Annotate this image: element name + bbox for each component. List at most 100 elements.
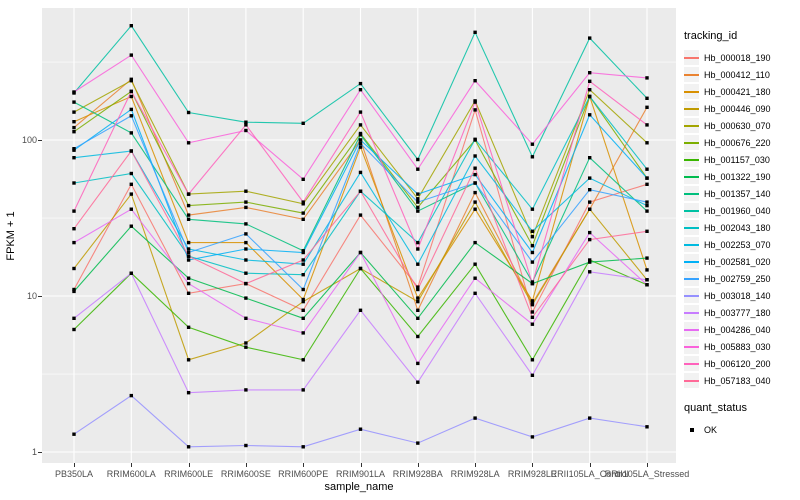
data-point — [186, 110, 191, 115]
data-point — [244, 205, 248, 210]
data-point — [645, 76, 649, 80]
legend-key-line — [684, 261, 699, 263]
legend-key — [684, 322, 699, 337]
y-tick-mark — [38, 296, 42, 297]
legend-label: Hb_057183_040 — [704, 375, 771, 386]
legend-item: Hb_002581_020 — [684, 253, 800, 270]
data-point — [72, 209, 76, 213]
data-point — [186, 258, 191, 262]
data-point — [358, 170, 363, 175]
data-point — [358, 308, 363, 312]
legend-item: Hb_005883_030 — [684, 338, 800, 355]
data-point — [530, 310, 535, 314]
data-point — [244, 258, 248, 262]
data-point — [645, 278, 649, 282]
legend-item: Hb_001157_030 — [684, 151, 800, 168]
data-point — [530, 229, 535, 233]
data-point — [530, 322, 535, 326]
data-point — [530, 303, 535, 307]
data-point — [645, 256, 649, 260]
x-tick-label: RRIM600PE — [278, 469, 329, 479]
data-point — [530, 235, 535, 239]
y-tick-mark — [38, 140, 42, 141]
data-point — [416, 285, 420, 289]
data-point — [530, 299, 535, 303]
data-point — [129, 131, 133, 135]
data-point — [72, 432, 76, 436]
legend-item: Hb_000446_090 — [684, 100, 800, 117]
data-point — [473, 166, 477, 170]
data-point — [301, 273, 305, 277]
data-point — [358, 427, 363, 431]
data-point — [358, 213, 363, 217]
data-point — [416, 296, 420, 300]
data-point — [530, 315, 535, 319]
data-point — [645, 96, 649, 100]
legend-item: Hb_003018_140 — [684, 287, 800, 304]
data-point — [416, 247, 420, 251]
data-point — [473, 190, 477, 195]
data-point — [244, 271, 248, 275]
legend-key-line — [684, 295, 699, 297]
data-point — [416, 287, 420, 292]
legend-item: Hb_004286_040 — [684, 321, 800, 338]
data-point — [473, 30, 477, 34]
legend-key — [684, 169, 699, 184]
data-point — [244, 189, 248, 193]
legend-item: Hb_000676_220 — [684, 134, 800, 151]
data-point — [186, 192, 191, 196]
legend-key — [684, 203, 699, 218]
x-tick-label: RRIM600SE — [220, 469, 271, 479]
data-point — [301, 388, 305, 392]
legend-label: Hb_000676_220 — [704, 137, 771, 148]
legend-item: Hb_001960_040 — [684, 202, 800, 219]
data-point — [530, 281, 535, 286]
data-point — [72, 181, 76, 185]
legend-key — [684, 220, 699, 235]
x-tick-mark — [245, 463, 247, 467]
data-point — [530, 155, 535, 159]
data-point — [301, 217, 305, 221]
data-point — [473, 181, 477, 185]
data-point — [301, 297, 305, 302]
data-point — [301, 316, 305, 320]
legend-title-quant: quant_status — [684, 402, 747, 414]
legend-items: Hb_000018_190 Hb_000412_110 Hb_000421_180 H… — [684, 49, 800, 389]
data-point — [416, 262, 420, 266]
data-point — [244, 232, 248, 236]
x-tick-mark — [532, 463, 534, 467]
legend-item: Hb_003777_180 — [684, 304, 800, 321]
legend-key — [684, 152, 699, 167]
data-point — [416, 157, 420, 162]
data-point — [530, 250, 535, 255]
y-tick-label: 10 — [26, 291, 37, 301]
data-point — [645, 203, 649, 208]
legend-label: Hb_002759_250 — [704, 273, 771, 284]
data-point — [301, 121, 305, 125]
legend-key — [684, 305, 699, 320]
legend-key — [684, 271, 699, 286]
data-point — [244, 200, 248, 204]
data-point — [72, 156, 76, 160]
data-point — [301, 202, 305, 206]
data-point — [72, 289, 76, 294]
data-point — [244, 281, 248, 286]
data-point — [645, 123, 649, 127]
x-tick-label: RRIM928LE — [507, 469, 557, 479]
data-point — [588, 88, 592, 92]
data-point — [244, 443, 248, 448]
legend-key — [684, 288, 699, 303]
x-tick-mark — [303, 463, 305, 467]
data-point — [186, 291, 191, 295]
x-tick-label: RRIM928LA — [450, 469, 500, 479]
legend-key — [684, 237, 699, 252]
data-point — [588, 207, 592, 211]
data-point — [186, 254, 191, 258]
data-point — [72, 316, 76, 320]
legend-label: Hb_004286_040 — [704, 324, 771, 335]
data-point — [588, 230, 592, 235]
legend-key — [684, 356, 699, 371]
legend-key — [684, 50, 699, 65]
legend-title-tracking: tracking_id — [684, 30, 738, 42]
legend-label: Hb_002581_020 — [704, 256, 771, 267]
